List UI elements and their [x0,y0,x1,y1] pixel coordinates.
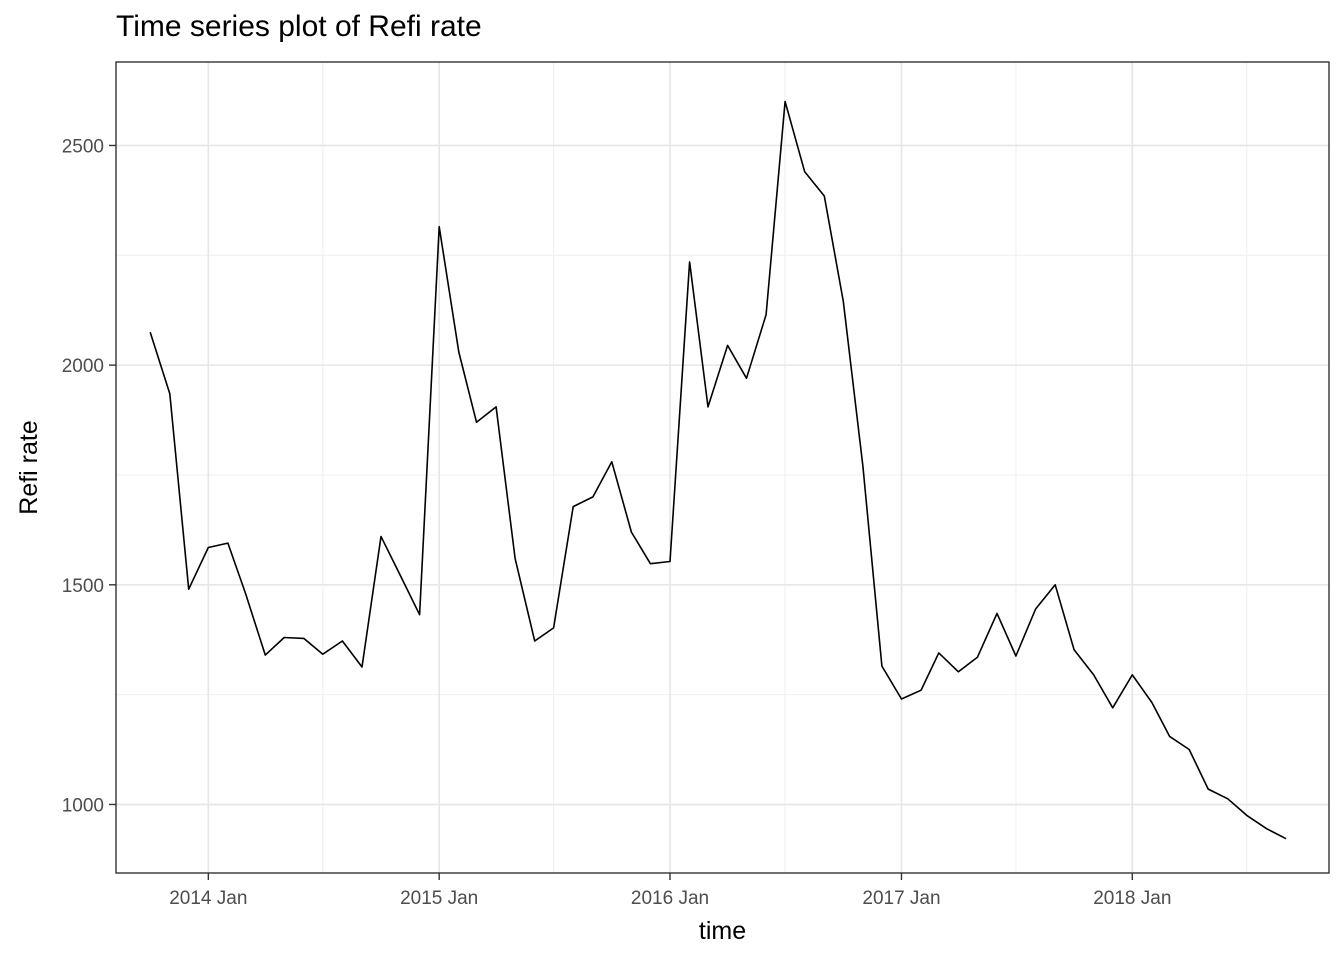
major-gridlines [116,62,1329,873]
y-axis-title: Refi rate [15,420,43,514]
y-tick-label: 2500 [62,136,104,157]
y-axis: 1000 1500 2000 2500 [62,136,116,816]
x-tick-label: 2016 Jan [631,888,709,909]
data-line-layer [149,100,1287,840]
series-line [149,100,1287,840]
x-axis: 2014 Jan 2015 Jan 2016 Jan 2017 Jan 2018 Jan [169,873,1171,909]
x-axis-title: time [699,917,746,945]
x-tick-label: 2015 Jan [400,888,478,909]
x-tick-label: 2014 Jan [169,888,247,909]
chart-title: Time series plot of Refi rate [116,10,482,43]
y-tick-label: 1000 [62,795,104,816]
x-tick-label: 2017 Jan [862,888,940,909]
x-tick-label: 2018 Jan [1093,888,1171,909]
y-tick-label: 1500 [62,576,104,597]
minor-gridlines [116,62,1329,873]
panel-border [115,61,1330,874]
y-tick-label: 2000 [62,356,104,377]
